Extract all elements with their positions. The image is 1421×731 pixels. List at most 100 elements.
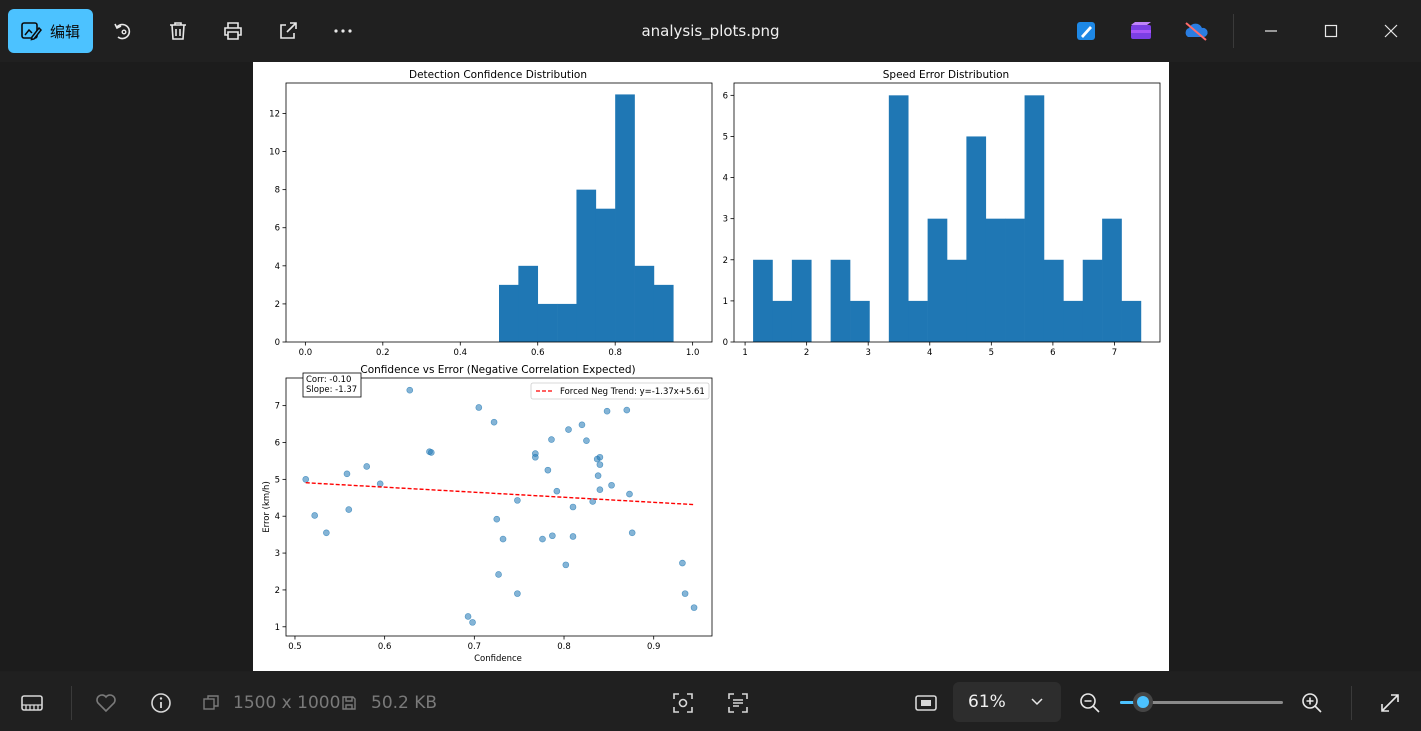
scatter-point: [427, 449, 435, 456]
histogram-bar: [791, 259, 812, 342]
scatter-point: [544, 466, 552, 474]
scatter-point: [594, 472, 602, 479]
y-tick-label: 6: [723, 91, 728, 101]
minimize-button[interactable]: [1249, 9, 1293, 53]
zoom-out-button[interactable]: [1079, 688, 1101, 718]
y-tick-label: 2: [275, 586, 280, 596]
fit-to-window-button[interactable]: [914, 688, 938, 718]
more-options-icon: [334, 29, 352, 33]
delete-button[interactable]: [156, 9, 200, 53]
share-button[interactable]: [266, 9, 310, 53]
scatter-point: [690, 604, 698, 611]
scatter-point: [539, 535, 546, 543]
scatter-point: [499, 535, 507, 543]
histogram-bar: [576, 189, 597, 342]
scatter-point: [469, 619, 476, 626]
scatter-point: [623, 406, 631, 414]
histogram-bar: [947, 259, 967, 342]
scatter-point: [406, 386, 414, 394]
histogram-bar: [830, 259, 851, 342]
close-button[interactable]: [1369, 9, 1413, 53]
x-tick-label: 0.5: [288, 642, 302, 652]
filmstrip-button[interactable]: [20, 688, 44, 718]
x-tick-label: 1: [742, 348, 747, 358]
info-button[interactable]: [150, 688, 172, 718]
x-tick-label: 0.8: [557, 642, 571, 652]
zoom-slider-thumb[interactable]: [1132, 692, 1153, 712]
x-tick-label: 0.9: [647, 642, 661, 652]
scatter-point: [490, 418, 498, 426]
designer-app-button[interactable]: [1064, 9, 1108, 53]
scatter-point: [569, 533, 577, 540]
close-icon: [1384, 24, 1398, 38]
zoom-level-dropdown[interactable]: 61%: [953, 682, 1061, 722]
maximize-button[interactable]: [1309, 9, 1353, 53]
clipchamp-button[interactable]: [1119, 9, 1163, 53]
zoom-in-button[interactable]: [1301, 688, 1323, 718]
x-tick-label: 0.4: [454, 348, 468, 358]
copy-text-button[interactable]: [727, 688, 749, 718]
histogram-bar: [888, 95, 909, 342]
scatter-point: [553, 487, 561, 495]
clipchamp-icon: [1131, 22, 1151, 39]
scatter-point: [548, 436, 555, 443]
histogram-bar: [518, 265, 539, 342]
confidence-histogram: Detection Confidence Distribution 0.0 0.2…: [269, 69, 713, 358]
heart-icon: [96, 694, 116, 713]
zoom-out-icon: [1080, 693, 1100, 713]
slope-text: Slope: -1.37: [306, 385, 357, 395]
y-tick-label: 1: [275, 623, 280, 633]
histogram-bar: [537, 303, 558, 342]
x-tick-label: 2: [804, 348, 809, 358]
histogram-bar: [595, 208, 616, 342]
scatter-point: [603, 407, 611, 415]
minimize-icon: [1265, 30, 1277, 32]
y-tick-label: 0: [275, 338, 280, 348]
maximize-icon: [1324, 24, 1338, 38]
fit-screen-icon: [915, 695, 937, 711]
visual-search-button[interactable]: [672, 688, 694, 718]
scatter-point: [323, 529, 330, 537]
rotate-button[interactable]: [101, 9, 145, 53]
rotate-icon: [114, 23, 131, 40]
zoom-in-icon: [1302, 693, 1322, 713]
y-axis-label: Error (km/h): [262, 481, 272, 533]
info-icon: [151, 693, 171, 713]
print-button[interactable]: [211, 9, 255, 53]
histogram-bar: [1043, 259, 1064, 342]
chart-title: Detection Confidence Distribution: [409, 69, 587, 81]
status-divider: [1351, 686, 1352, 720]
more-button[interactable]: [321, 9, 365, 53]
y-tick-label: 3: [723, 215, 728, 225]
scatter-point: [376, 480, 384, 488]
scatter-point: [569, 503, 577, 511]
y-tick-label: 10: [269, 148, 280, 158]
histogram-bar: [1005, 218, 1025, 342]
favorite-button[interactable]: [95, 688, 117, 718]
histogram-bar: [1024, 95, 1045, 342]
confidence-vs-error-scatter: Confidence vs Error (Negative Correlatio…: [262, 364, 713, 664]
scatter-point: [549, 532, 556, 540]
x-tick-label: 6: [1050, 348, 1055, 358]
zoom-slider-track[interactable]: [1120, 701, 1283, 704]
x-tick-label: 0.8: [608, 348, 622, 358]
edit-button[interactable]: 编辑: [8, 9, 93, 53]
stats-annotation: Corr: -0.10 Slope: -1.37: [302, 372, 362, 398]
onedrive-button[interactable]: [1174, 9, 1218, 53]
save-disk-icon: [342, 696, 356, 710]
x-tick-label: 7: [1112, 348, 1117, 358]
x-tick-label: 3: [865, 348, 870, 358]
x-tick-label: 5: [989, 348, 994, 358]
share-icon: [280, 22, 297, 39]
y-tick-label: 5: [723, 132, 728, 142]
histogram-bar: [1102, 218, 1122, 342]
chart-title: Confidence vs Error (Negative Correlatio…: [360, 364, 635, 376]
image-dimensions: 1500 x 1000: [233, 693, 341, 713]
scatter-point: [565, 426, 572, 433]
scatter-point: [514, 590, 521, 597]
y-tick-label: 7: [275, 402, 280, 412]
fullscreen-button[interactable]: [1379, 688, 1401, 718]
scatter-point: [311, 512, 318, 519]
scatter-point: [596, 461, 604, 468]
scatter-point: [495, 571, 502, 578]
